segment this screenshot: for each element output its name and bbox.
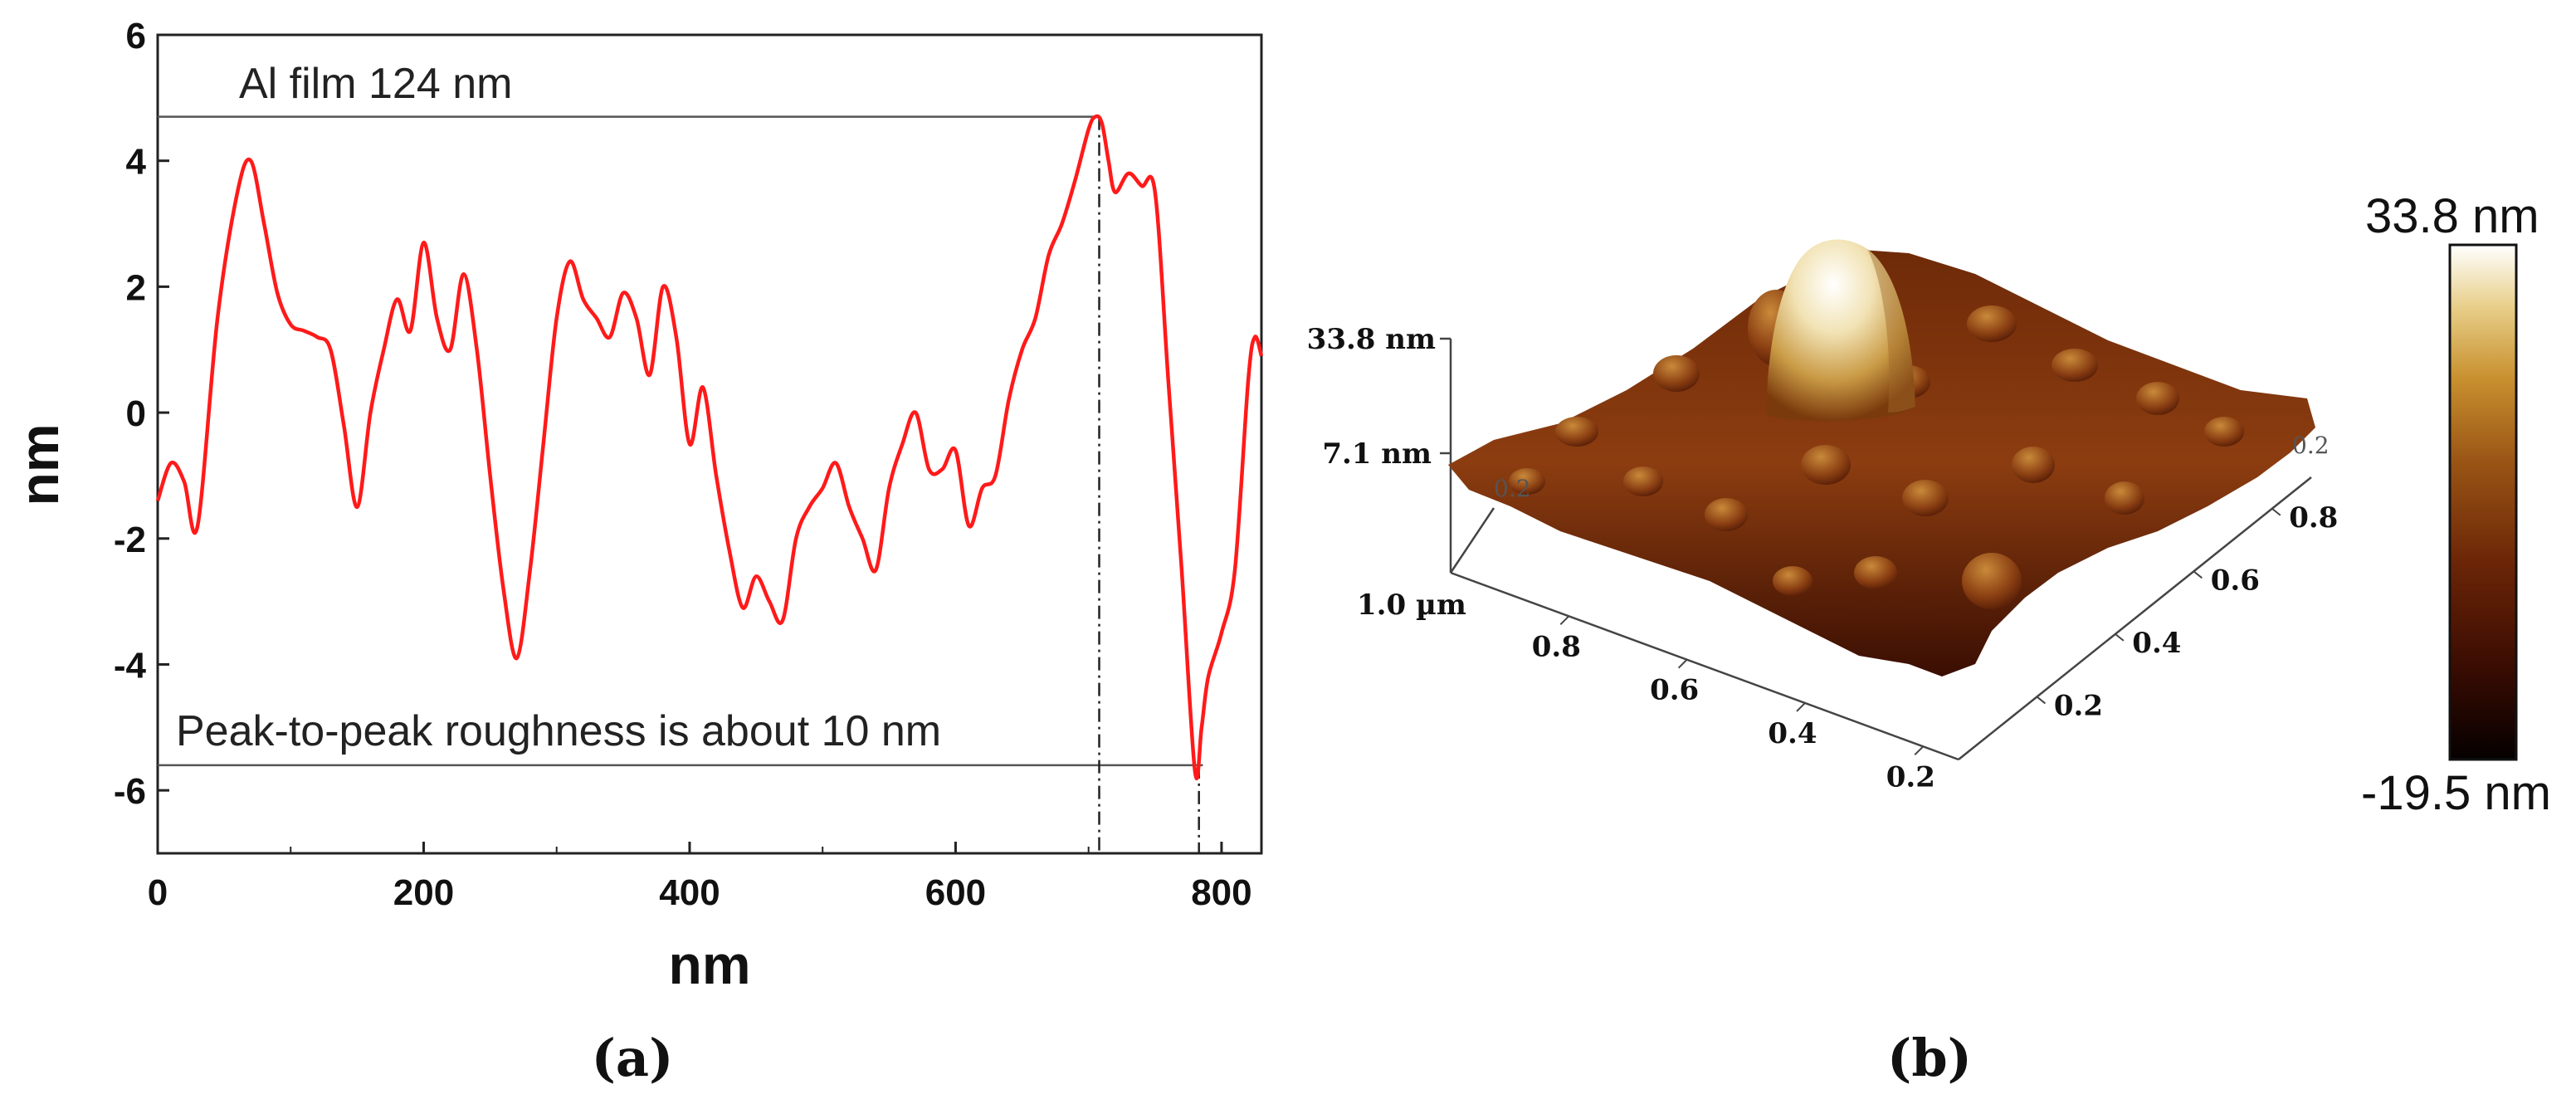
surface-bump bbox=[1555, 417, 1598, 447]
y-axis-ticks: 6 4 2 0 -2 -4 -6 bbox=[114, 16, 169, 812]
surface-tick-label: 0.4 bbox=[1768, 717, 1817, 750]
surface-tick-mark bbox=[2271, 507, 2281, 516]
y-axis-label: nm bbox=[8, 424, 70, 506]
x-tick-label: 600 bbox=[925, 872, 986, 913]
surface-tick-label: 0.6 bbox=[2211, 564, 2260, 597]
surface-bump bbox=[1962, 553, 2022, 609]
x-tick-label: 0 bbox=[148, 872, 168, 913]
plot-frame bbox=[156, 33, 1263, 855]
surface-bump bbox=[1854, 556, 1897, 589]
z-label-mid: 7.1 nm bbox=[1322, 437, 1432, 471]
surface-bump bbox=[1967, 305, 2017, 342]
panel-b-label: (b) bbox=[1887, 1028, 1972, 1088]
z-label-top: 33.8 nm bbox=[1307, 323, 1436, 356]
panel-b-surface-plot: 33.8 nm 7.1 nm 1.0 µm 0.2 0.2 0.80.60.40… bbox=[1307, 189, 2551, 1088]
x-axis-label: nm bbox=[669, 934, 751, 995]
afm-surface bbox=[1448, 239, 2315, 676]
surface-tick-mark bbox=[2193, 570, 2203, 579]
surface-tick-mark bbox=[1559, 615, 1570, 626]
back-tick-right: 0.2 bbox=[2292, 432, 2330, 459]
y-tick-label: 4 bbox=[126, 142, 147, 183]
surface-bump bbox=[1801, 445, 1851, 485]
y-tick-label: -6 bbox=[114, 771, 146, 812]
surface-tick-label: 0.8 bbox=[2289, 501, 2338, 535]
annotation-lines bbox=[158, 115, 1203, 853]
y-tick-label: 6 bbox=[126, 16, 146, 56]
surface-tick-mark bbox=[2115, 633, 2125, 642]
x-tick-label: 800 bbox=[1191, 872, 1251, 913]
surface-bump bbox=[1509, 468, 1545, 495]
surface-bump bbox=[2052, 349, 2098, 382]
surface-bump bbox=[2012, 447, 2055, 483]
surface-bump bbox=[2105, 481, 2144, 515]
surface-bump bbox=[1902, 480, 1949, 516]
panel-a-label: (a) bbox=[592, 1028, 674, 1088]
y-tick-label: 2 bbox=[126, 267, 146, 308]
surface-tick-label: 0.2 bbox=[1886, 760, 1935, 794]
surface-bump bbox=[2136, 382, 2179, 415]
surface-tick-label: 0.4 bbox=[2132, 627, 2181, 660]
x-tick-label: 200 bbox=[393, 872, 454, 913]
annotation-al-film: Al film 124 nm bbox=[239, 60, 512, 108]
y-tick-label: -4 bbox=[114, 645, 147, 686]
colorbar-max-label: 33.8 nm bbox=[2365, 189, 2539, 243]
surface-dome bbox=[1766, 239, 1915, 422]
surface-tick-label: 0.8 bbox=[1532, 630, 1581, 663]
x-axis-ticks: 0 200 400 600 800 bbox=[148, 842, 1252, 913]
surface-bump bbox=[1623, 466, 1663, 496]
front-axis-left bbox=[1450, 571, 1959, 761]
surface-tick-label: 0.6 bbox=[1650, 674, 1699, 707]
surface-bump bbox=[1773, 566, 1812, 596]
surface-front-left-ticks: 0.8 0.6 0.4 0.2 bbox=[1532, 615, 1935, 794]
surface-bump bbox=[1705, 498, 1748, 531]
colorbar bbox=[2448, 243, 2518, 761]
surface-tick-mark bbox=[1796, 702, 1806, 712]
back-axis-left bbox=[1449, 507, 1495, 574]
surface-base bbox=[1448, 249, 2315, 676]
x-tick-label: 400 bbox=[659, 872, 720, 913]
surface-tick-mark bbox=[1914, 745, 1925, 756]
back-tick-left: 0.2 bbox=[1494, 475, 1531, 502]
y-tick-label: 0 bbox=[126, 393, 146, 434]
surface-dome-shade bbox=[1867, 249, 1915, 413]
surface-tick-mark bbox=[1677, 658, 1688, 669]
surface-bump bbox=[2204, 417, 2244, 447]
front-axis-right bbox=[1958, 476, 2312, 760]
surface-front-right-ticks: 0.2 0.4 0.6 0.8 bbox=[2036, 501, 2338, 722]
depth-axis-label: 1.0 µm bbox=[1357, 589, 1466, 622]
surface-tick-mark bbox=[2036, 696, 2047, 705]
annotation-roughness: Peak-to-peak roughness is about 10 nm bbox=[176, 707, 941, 755]
height-profile-line bbox=[155, 114, 1264, 781]
colorbar-min-label: -19.5 nm bbox=[2361, 766, 2551, 820]
y-tick-label: -2 bbox=[114, 520, 146, 560]
surface-bump bbox=[1653, 355, 1700, 392]
surface-tick-label: 0.2 bbox=[2054, 689, 2103, 722]
